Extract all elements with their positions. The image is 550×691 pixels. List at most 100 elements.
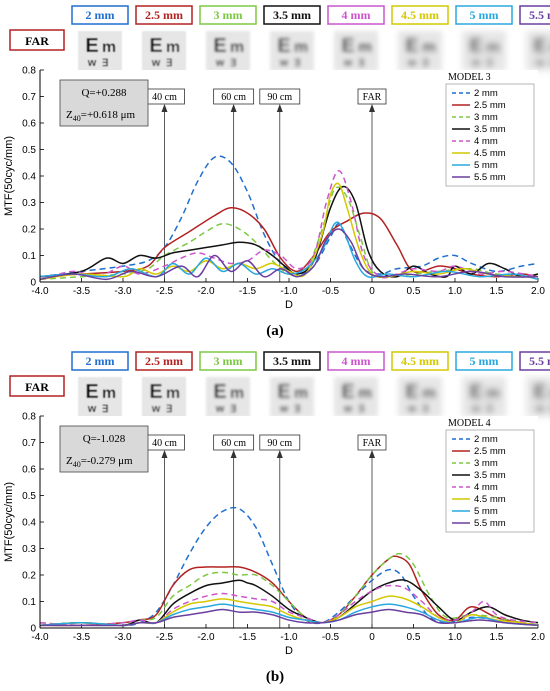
info-z-number: =+0.618 μm bbox=[81, 109, 136, 121]
x-tick-label: -4.0 bbox=[31, 632, 49, 643]
y-tick-label: 0.7 bbox=[22, 92, 36, 103]
legend-entry-label: 2.5 mm bbox=[474, 100, 506, 111]
pupil-size-label: 4 mm bbox=[342, 354, 371, 368]
legend-entry-label: 5 mm bbox=[474, 160, 498, 171]
pupil-size-label: 4 mm bbox=[342, 8, 371, 22]
optotype-small-w: w bbox=[215, 403, 225, 415]
optotype-small-w: w bbox=[151, 57, 161, 69]
pupil-size-box: 5 mm bbox=[456, 352, 512, 370]
pupil-size-box: 5.5 mm bbox=[520, 6, 550, 24]
optotype-large-m: m bbox=[166, 39, 180, 56]
x-tick-label: -1.5 bbox=[239, 632, 257, 643]
optotype-large-m: m bbox=[102, 385, 116, 402]
distance-marker-label: 90 cm bbox=[267, 438, 292, 449]
x-tick-label: -1.0 bbox=[280, 632, 298, 643]
far-box-label: FAR bbox=[25, 380, 49, 394]
legend-entry-label: 3.5 mm bbox=[474, 470, 506, 481]
x-tick-label: -0.5 bbox=[322, 632, 340, 643]
optotype-large-e: E bbox=[213, 35, 226, 57]
pupil-size-box: 4 mm bbox=[328, 6, 384, 24]
optotype-thumbnail: Emw ∃ bbox=[142, 377, 186, 417]
x-tick-label: 1.0 bbox=[448, 632, 462, 643]
optotype-small-w: w bbox=[87, 403, 97, 415]
pupil-size-box: 4.5 mm bbox=[392, 352, 448, 370]
optotype-small-e: ∃ bbox=[358, 58, 364, 69]
pupil-size-label: 3 mm bbox=[214, 354, 243, 368]
pupil-size-label: 4.5 mm bbox=[401, 8, 439, 22]
pupil-size-box: 3.5 mm bbox=[264, 352, 320, 370]
pupil-size-box: 3 mm bbox=[200, 6, 256, 24]
optotype-large-e: E bbox=[149, 381, 162, 403]
x-tick-label: -2.5 bbox=[156, 632, 174, 643]
y-axis-label: MTF(50cyc/mm) bbox=[3, 136, 15, 216]
pupil-size-box: 5.5 mm bbox=[520, 352, 550, 370]
optotype-large-m: m bbox=[166, 385, 180, 402]
y-tick-label: 0.5 bbox=[22, 145, 36, 156]
x-tick-label: -1.0 bbox=[280, 286, 298, 297]
legend: MODEL 42 mm2.5 mm3 mm3.5 mm4 mm4.5 mm5 m… bbox=[446, 418, 534, 532]
pupil-size-label: 2.5 mm bbox=[145, 354, 183, 368]
x-tick-label: 0 bbox=[369, 632, 375, 643]
optotype-small-w: w bbox=[343, 57, 353, 69]
pupil-size-label: 5.5 mm bbox=[529, 8, 550, 22]
x-tick-label: -2.0 bbox=[197, 632, 215, 643]
optotype-large-e: E bbox=[469, 35, 482, 57]
pupil-size-label: 5.5 mm bbox=[529, 354, 550, 368]
x-tick-label: -3.0 bbox=[114, 632, 132, 643]
optotype-large-m: m bbox=[422, 385, 436, 402]
optotype-large-e: E bbox=[405, 381, 418, 403]
info-z-subscript: 40 bbox=[73, 460, 81, 469]
pupil-size-box: 3 mm bbox=[200, 352, 256, 370]
optotype-large-m: m bbox=[102, 39, 116, 56]
mtf-chart-b: 2 mm2.5 mm3 mm3.5 mm4 mm4.5 mm5 mm5.5 mm… bbox=[0, 346, 550, 691]
legend-entry-label: 5.5 mm bbox=[474, 518, 506, 529]
plot-area: 00.10.20.30.40.50.60.70.8-4.0 -3.5 -3.0 -2.… bbox=[3, 412, 545, 658]
distance-marker-label: FAR bbox=[363, 92, 382, 103]
optotype-small-e: ∃ bbox=[230, 404, 236, 415]
optotype-thumbnail: Emw ∃ bbox=[270, 31, 314, 71]
legend-entry-label: 3 mm bbox=[474, 112, 498, 123]
pupil-size-label: 5 mm bbox=[470, 8, 499, 22]
optotype-thumbnail: Emw ∃ bbox=[398, 377, 442, 417]
optotype-large-e: E bbox=[213, 381, 226, 403]
pupil-size-label: 2 mm bbox=[86, 354, 115, 368]
legend-entry-label: 2.5 mm bbox=[474, 446, 506, 457]
x-tick-label: -1.5 bbox=[239, 286, 257, 297]
optotype-small-e: ∃ bbox=[102, 58, 108, 69]
legend-entry-label: 2 mm bbox=[474, 434, 498, 445]
y-tick-label: 0.1 bbox=[22, 251, 36, 262]
pupil-size-box: 2 mm bbox=[72, 6, 128, 24]
x-axis-label: D bbox=[285, 299, 293, 311]
x-tick-label: -3.5 bbox=[73, 286, 91, 297]
figure-panel-a: 2 mm2.5 mm3 mm3.5 mm4 mm4.5 mm5 mm5.5 mm… bbox=[0, 0, 550, 345]
legend-entry-label: 3 mm bbox=[474, 458, 498, 469]
optotype-large-e: E bbox=[405, 35, 418, 57]
optotype-large-e: E bbox=[341, 381, 354, 403]
x-tick-label: -4.0 bbox=[31, 286, 49, 297]
y-axis-label: MTF(50cyc/mm) bbox=[3, 482, 15, 562]
pupil-size-box: 4.5 mm bbox=[392, 6, 448, 24]
optotype-small-e: ∃ bbox=[166, 58, 172, 69]
optotype-large-m: m bbox=[294, 39, 308, 56]
optotype-thumbnail: Emw ∃ bbox=[526, 377, 550, 417]
y-tick-label: 0.4 bbox=[22, 172, 36, 183]
y-tick-label: 0.2 bbox=[22, 571, 36, 582]
optotype-small-e: ∃ bbox=[230, 58, 236, 69]
optotype-small-w: w bbox=[215, 57, 225, 69]
far-box-label: FAR bbox=[25, 34, 49, 48]
x-tick-label: 2.0 bbox=[531, 286, 545, 297]
optotype-small-w: w bbox=[279, 57, 289, 69]
pupil-size-box: 4 mm bbox=[328, 352, 384, 370]
optotype-large-e: E bbox=[85, 35, 98, 57]
distance-marker-label: FAR bbox=[363, 438, 382, 449]
optotype-large-m: m bbox=[422, 39, 436, 56]
x-tick-label: -0.5 bbox=[322, 286, 340, 297]
optotype-thumbnail: Emw ∃ bbox=[462, 31, 506, 71]
optotype-thumbnail: Emw ∃ bbox=[78, 31, 122, 71]
x-tick-label: 1.5 bbox=[490, 286, 504, 297]
